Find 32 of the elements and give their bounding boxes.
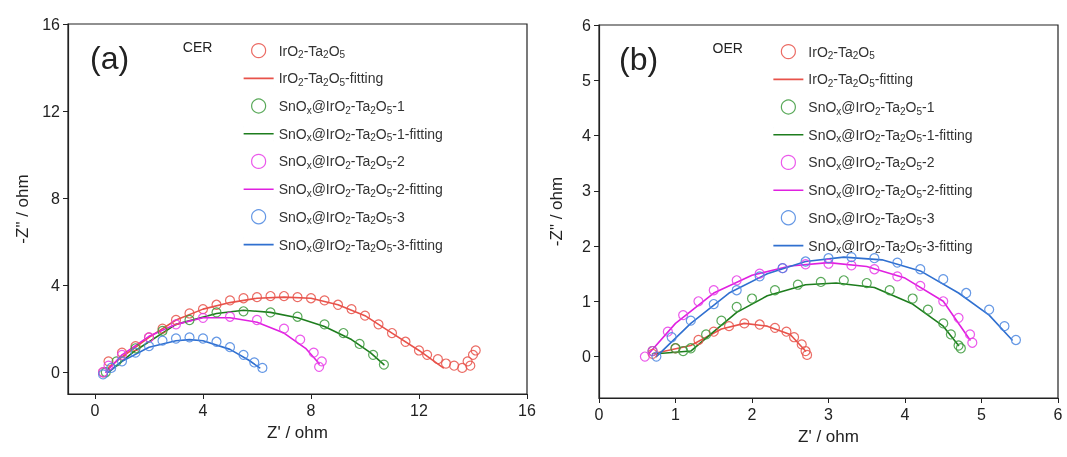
x-tick-label: 4 [198, 401, 208, 419]
legend-title: CER [182, 39, 213, 55]
x-axis-title: Z' / ohm [267, 423, 328, 442]
x-tick-label: 5 [977, 405, 987, 423]
annotation: (a) [90, 40, 130, 76]
x-tick-label: 16 [518, 401, 536, 419]
y-axis-title: -Z" / ohm [13, 174, 33, 244]
x-tick-label: 0 [594, 405, 604, 423]
y-tick-label: 4 [582, 127, 592, 145]
y-tick-label: 0 [582, 348, 592, 366]
y-tick-label: 4 [51, 276, 61, 294]
x-tick-label: 8 [306, 401, 316, 419]
x-tick-label: 2 [747, 405, 757, 423]
x-tick-label: 6 [1053, 405, 1063, 423]
y-tick-label: 12 [42, 102, 61, 120]
y-tick-label: 3 [582, 182, 592, 200]
y-tick-label: 8 [51, 189, 61, 207]
y-tick-label: 6 [582, 16, 592, 34]
y-axis-title: -Z" / ohm [547, 176, 566, 247]
x-tick-label: 12 [410, 401, 428, 419]
x-axis-title: Z' / ohm [798, 427, 859, 446]
y-tick-label: 2 [582, 237, 592, 255]
y-tick-label: 5 [582, 71, 592, 89]
x-tick-label: 1 [671, 405, 681, 423]
y-tick-label: 1 [582, 292, 592, 310]
legend-title: OER [712, 40, 743, 56]
y-tick-label: 16 [42, 15, 61, 33]
y-tick-label: 0 [51, 363, 61, 381]
x-tick-label: 3 [824, 405, 834, 423]
x-tick-label: 4 [900, 405, 910, 423]
annotation: (b) [619, 41, 659, 77]
x-tick-label: 0 [90, 401, 100, 419]
